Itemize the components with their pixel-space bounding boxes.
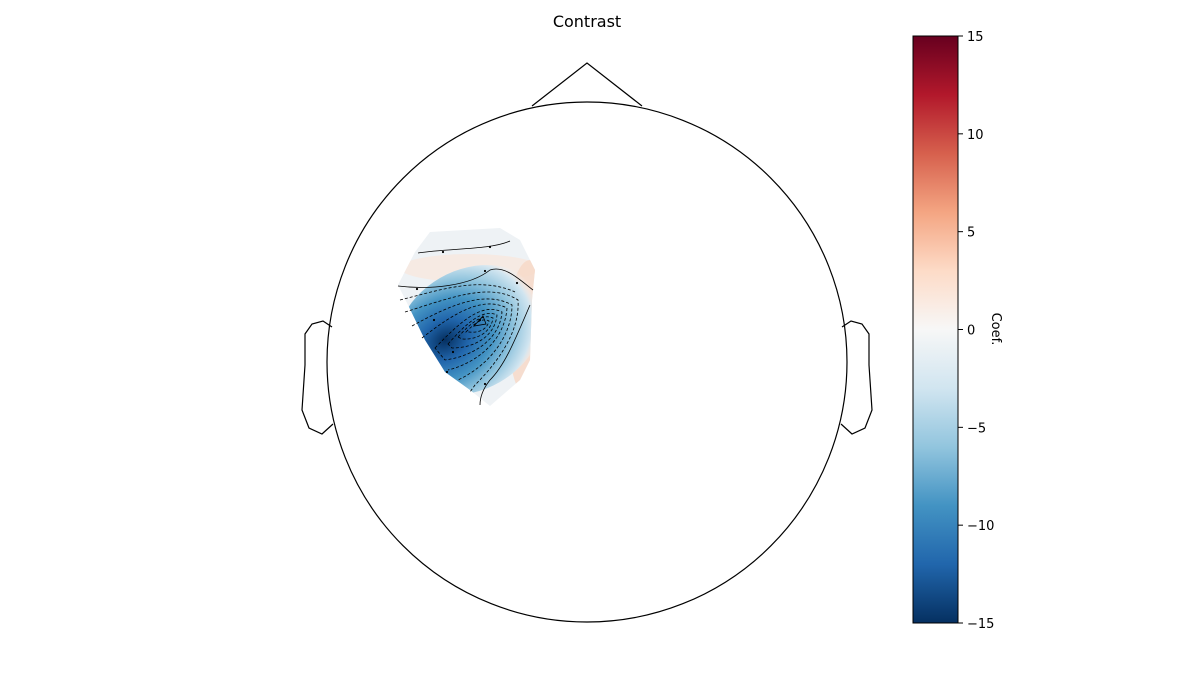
colorbar-tick-label: −5 — [967, 421, 986, 436]
left-ear-shape — [301, 320, 334, 435]
colorbar-tick-label: −10 — [967, 519, 994, 534]
sensor-marker — [483, 269, 487, 273]
sensor-marker — [483, 382, 487, 386]
contour-neg-3 — [411, 298, 513, 381]
contour-neg-6 — [447, 313, 498, 349]
sensor-marker — [488, 245, 492, 249]
colorbar-tick-label: 10 — [967, 128, 984, 143]
colorbar-label: Coef. — [988, 313, 1003, 346]
contour-neg-8 — [465, 319, 490, 333]
sensor-marker — [515, 281, 519, 285]
contour-zero-top — [417, 240, 511, 254]
sensor-marker — [432, 318, 436, 322]
topomap-field — [397, 228, 535, 406]
contour-neg-7 — [457, 316, 494, 340]
chart-title: Contrast — [553, 12, 621, 31]
head-circle — [326, 101, 848, 623]
contour-zero-right — [479, 304, 531, 406]
contour-zero-mid — [397, 268, 534, 291]
colorbar-tick-label: −15 — [967, 617, 994, 632]
sensor-marker — [478, 318, 482, 322]
colorbar-gradient — [912, 35, 959, 624]
right-ear-shape — [840, 320, 873, 435]
colorbar: 15 10 5 0 −5 −10 −15 Coef. — [912, 30, 1003, 632]
sensor-marker — [451, 350, 455, 354]
sensor-marker — [415, 287, 419, 291]
sensor-marker — [441, 250, 445, 254]
contour-neg-1 — [399, 284, 516, 301]
colorbar-ticks: 15 10 5 0 −5 −10 −15 — [958, 30, 994, 632]
contour-lines — [397, 240, 534, 406]
contour-neg-5 — [434, 309, 503, 361]
contour-neg-9 — [472, 315, 487, 327]
contour-neg-4 — [421, 303, 508, 371]
colorbar-tick-label: 0 — [967, 324, 975, 339]
sensor-markers — [415, 245, 519, 386]
nose-shape — [531, 62, 643, 107]
sensor-marker — [445, 370, 449, 374]
colorbar-tick-label: 15 — [967, 30, 984, 45]
colorbar-tick-label: 5 — [967, 226, 975, 241]
head-outline — [301, 62, 873, 623]
contour-neg-2 — [404, 291, 519, 393]
